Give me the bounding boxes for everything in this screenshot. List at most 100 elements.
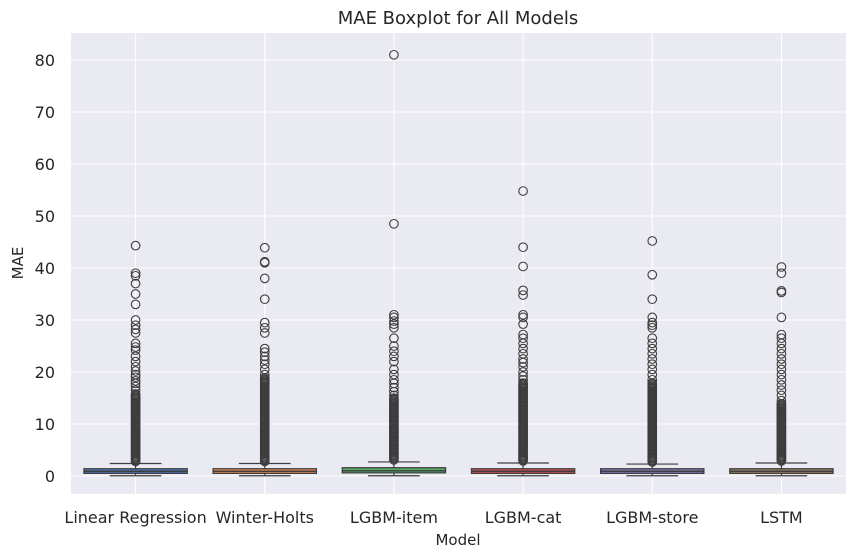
outlier-point <box>130 345 141 356</box>
outlier-point <box>130 356 141 367</box>
outlier-point <box>259 256 270 267</box>
outlier-point <box>389 382 399 393</box>
outlier-point <box>776 369 787 380</box>
outlier-point <box>130 361 141 372</box>
y-tick-label-30: 30 <box>35 311 55 330</box>
outlier-point <box>776 374 787 385</box>
outlier-point <box>389 364 399 375</box>
outlier-point <box>259 359 270 370</box>
outlier-point <box>518 309 528 320</box>
outlier-point <box>518 290 528 300</box>
outlier-point <box>518 285 528 296</box>
outlier-point <box>647 364 658 375</box>
outlier-point <box>518 374 528 385</box>
x-tick-label: LGBM-cat <box>485 508 562 527</box>
x-tick-label: Linear Regression <box>64 508 206 527</box>
outlier-point <box>389 316 399 326</box>
outlier-point <box>518 354 528 364</box>
box-3 <box>470 186 576 477</box>
box-4 <box>599 236 705 477</box>
outlier-point <box>130 381 141 392</box>
box-1 <box>212 242 318 477</box>
outlier-point <box>647 348 658 359</box>
outlier-point <box>647 269 658 280</box>
outlier-point <box>389 390 399 401</box>
outlier-point <box>130 315 141 325</box>
outlier-point <box>389 393 399 403</box>
outlier-point <box>389 346 399 357</box>
outlier-point <box>776 262 787 272</box>
outlier-point <box>389 356 399 367</box>
y-tick-label-70: 70 <box>35 103 55 122</box>
outlier-point <box>647 317 658 328</box>
outlier-point <box>518 242 528 253</box>
outlier-point <box>130 278 141 289</box>
box-2 <box>341 49 447 477</box>
outlier-point <box>130 369 141 380</box>
outlier-point <box>130 372 141 383</box>
outlier-point <box>518 333 528 344</box>
outlier-point <box>647 333 658 344</box>
outlier-point <box>130 351 141 362</box>
outlier-point <box>389 319 399 330</box>
outlier-point <box>389 369 399 380</box>
outlier-point <box>130 268 141 279</box>
outlier-point <box>647 320 658 331</box>
outlier-point <box>389 309 399 320</box>
outlier-point <box>130 320 141 331</box>
outlier-point <box>518 348 528 359</box>
outlier-point <box>776 359 787 370</box>
outlier-point <box>518 312 528 323</box>
outlier-point <box>130 328 141 338</box>
outlier-point <box>776 364 787 375</box>
outlier-point <box>259 317 270 328</box>
outlier-point <box>259 369 270 380</box>
y-tick-label-50: 50 <box>35 207 55 226</box>
outlier-point <box>647 236 658 246</box>
outlier-point <box>259 322 270 333</box>
outlier-point <box>518 186 528 196</box>
outlier-point <box>130 375 141 386</box>
y-tick-label-20: 20 <box>35 363 55 382</box>
outlier-point <box>389 341 399 351</box>
outlier-point <box>776 385 787 396</box>
outlier-point <box>130 338 141 349</box>
outlier-point <box>389 322 399 333</box>
outlier-point <box>259 343 270 354</box>
outlier-point <box>130 270 141 281</box>
outlier-point <box>647 374 658 385</box>
outlier-point <box>130 342 141 352</box>
outlier-point <box>518 367 528 377</box>
y-tick-label-40: 40 <box>35 259 55 278</box>
x-axis-label: Model <box>435 531 480 549</box>
x-tick-label: Winter-Holts <box>216 508 314 527</box>
x-tick-label: LSTM <box>760 508 803 527</box>
outlier-point <box>776 333 787 344</box>
y-tick-label-0: 0 <box>45 467 55 486</box>
chart-title: MAE Boxplot for All Models <box>338 8 579 29</box>
outlier-point <box>647 322 658 333</box>
outlier-point <box>776 348 787 359</box>
outlier-point <box>647 338 658 349</box>
outlier-point <box>130 324 141 335</box>
outlier-point <box>776 390 787 401</box>
outlier-point <box>259 351 270 362</box>
outlier-point <box>518 261 528 272</box>
outlier-point <box>389 49 399 60</box>
outlier-point <box>647 359 658 370</box>
x-tick-label: LGBM-item <box>350 508 438 527</box>
outlier-point <box>389 374 399 385</box>
outlier-point <box>776 268 787 279</box>
outlier-point <box>776 380 787 390</box>
outlier-point <box>389 351 399 362</box>
outlier-point <box>259 242 270 253</box>
y-tick-label-60: 60 <box>35 155 55 174</box>
outlier-point <box>389 333 399 344</box>
outlier-point <box>776 312 787 323</box>
outlier-point <box>259 294 270 305</box>
y-axis-ticks: 0 10 20 30 40 50 60 70 80 <box>35 51 55 486</box>
outlier-point <box>130 366 141 376</box>
outlier-point <box>259 355 270 365</box>
outlier-point <box>647 343 658 354</box>
